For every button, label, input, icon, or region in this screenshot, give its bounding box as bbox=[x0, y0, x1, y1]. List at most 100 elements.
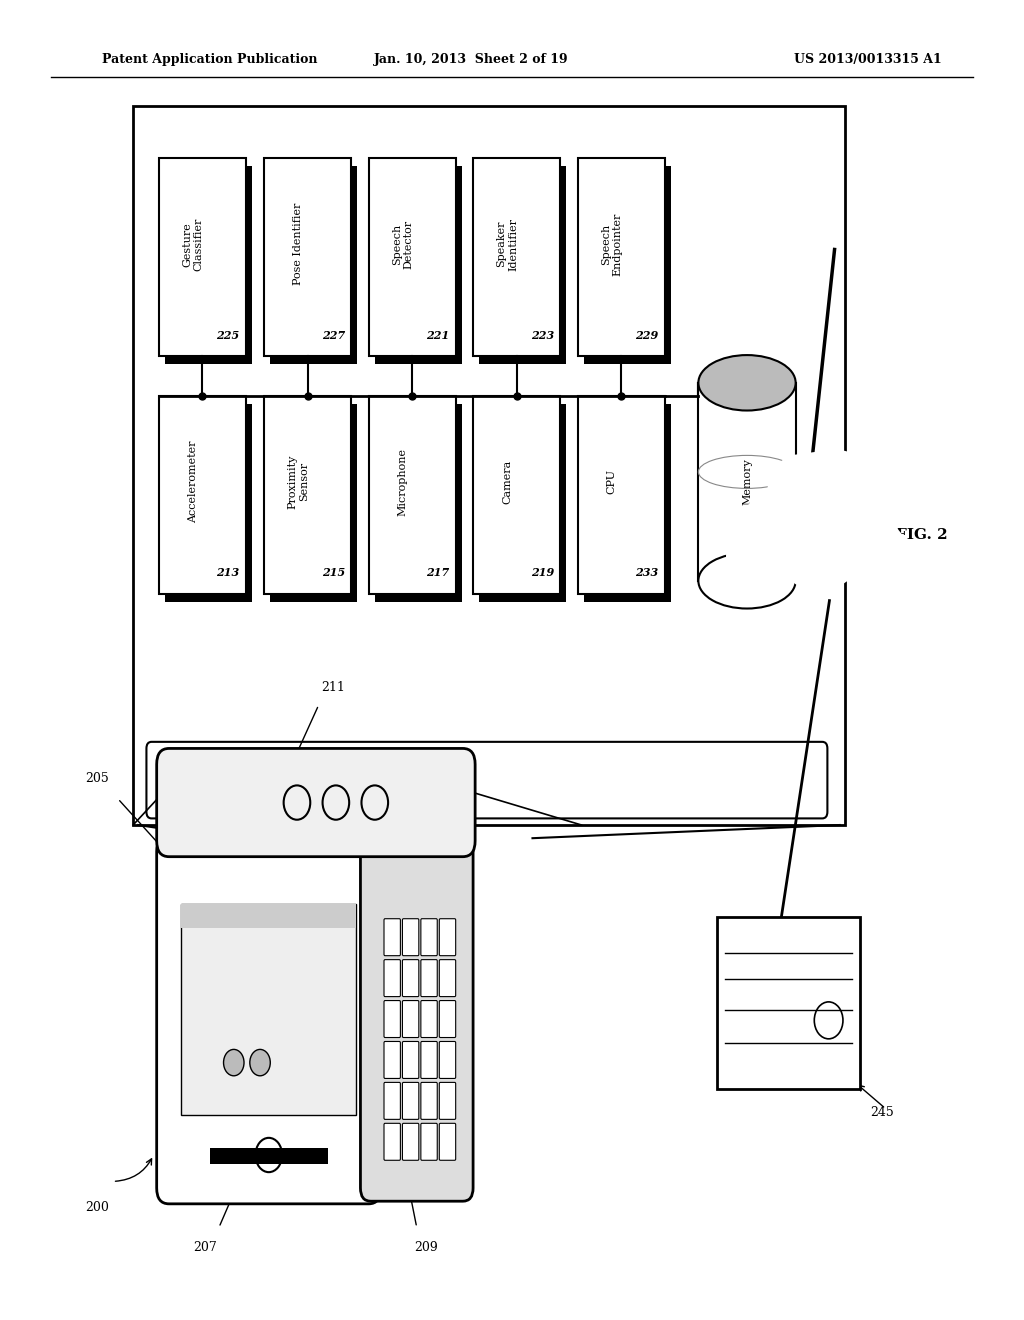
FancyBboxPatch shape bbox=[270, 404, 357, 602]
FancyBboxPatch shape bbox=[402, 919, 419, 956]
FancyBboxPatch shape bbox=[210, 1148, 328, 1164]
FancyBboxPatch shape bbox=[159, 158, 246, 356]
Text: Slap Shot Redux: Slap Shot Redux bbox=[251, 957, 315, 965]
FancyBboxPatch shape bbox=[578, 158, 665, 356]
Circle shape bbox=[223, 1049, 244, 1076]
Circle shape bbox=[250, 1049, 270, 1076]
Text: 209: 209 bbox=[414, 1241, 438, 1254]
Ellipse shape bbox=[698, 355, 796, 411]
Circle shape bbox=[854, 523, 907, 591]
FancyBboxPatch shape bbox=[384, 1082, 400, 1119]
FancyBboxPatch shape bbox=[421, 1041, 437, 1078]
Text: FIG. 2: FIG. 2 bbox=[896, 528, 947, 541]
FancyBboxPatch shape bbox=[165, 404, 252, 602]
FancyBboxPatch shape bbox=[159, 396, 246, 594]
FancyBboxPatch shape bbox=[421, 1123, 437, 1160]
Text: Were the Hanson
Brothers fact or fiction?: Were the Hanson Brothers fact or fiction… bbox=[245, 987, 321, 998]
FancyBboxPatch shape bbox=[360, 838, 473, 1201]
FancyBboxPatch shape bbox=[369, 158, 456, 356]
Text: 229: 229 bbox=[635, 330, 658, 341]
FancyBboxPatch shape bbox=[384, 1041, 400, 1078]
Text: Internet: Internet bbox=[794, 521, 845, 535]
FancyBboxPatch shape bbox=[584, 404, 671, 602]
Text: Microphone: Microphone bbox=[398, 447, 408, 516]
FancyBboxPatch shape bbox=[439, 1041, 456, 1078]
Text: ESPN: ESPN bbox=[196, 998, 244, 1012]
Text: Jan. 10, 2013  Sheet 2 of 19: Jan. 10, 2013 Sheet 2 of 19 bbox=[374, 53, 568, 66]
FancyBboxPatch shape bbox=[264, 396, 351, 594]
Text: 225: 225 bbox=[216, 330, 240, 341]
Text: 231: 231 bbox=[769, 557, 793, 568]
Ellipse shape bbox=[698, 553, 796, 609]
Text: 200: 200 bbox=[85, 1201, 110, 1214]
FancyBboxPatch shape bbox=[384, 919, 400, 956]
Text: Memory: Memory bbox=[742, 458, 752, 506]
FancyBboxPatch shape bbox=[384, 1001, 400, 1038]
Text: 227: 227 bbox=[322, 330, 345, 341]
FancyBboxPatch shape bbox=[584, 166, 671, 364]
FancyBboxPatch shape bbox=[439, 919, 456, 956]
FancyBboxPatch shape bbox=[421, 960, 437, 997]
FancyBboxPatch shape bbox=[181, 904, 356, 1115]
FancyBboxPatch shape bbox=[439, 1001, 456, 1038]
Text: Gesture
Classifier: Gesture Classifier bbox=[182, 218, 204, 271]
Text: 223: 223 bbox=[530, 330, 554, 341]
Text: 207: 207 bbox=[194, 1241, 217, 1254]
FancyBboxPatch shape bbox=[698, 383, 796, 581]
Text: 213: 213 bbox=[216, 568, 240, 578]
Text: 245: 245 bbox=[870, 1106, 894, 1119]
FancyBboxPatch shape bbox=[375, 404, 462, 602]
FancyBboxPatch shape bbox=[375, 166, 462, 364]
FancyBboxPatch shape bbox=[479, 404, 566, 602]
FancyBboxPatch shape bbox=[157, 836, 381, 1204]
Text: US 2013/0013315 A1: US 2013/0013315 A1 bbox=[795, 53, 942, 66]
Text: Camera: Camera bbox=[503, 459, 512, 504]
FancyBboxPatch shape bbox=[402, 1041, 419, 1078]
FancyBboxPatch shape bbox=[402, 960, 419, 997]
FancyBboxPatch shape bbox=[133, 106, 845, 825]
Text: Accelerometer: Accelerometer bbox=[188, 441, 198, 523]
FancyBboxPatch shape bbox=[439, 960, 456, 997]
FancyBboxPatch shape bbox=[146, 742, 827, 818]
Text: 217: 217 bbox=[426, 568, 450, 578]
FancyBboxPatch shape bbox=[479, 166, 566, 364]
FancyBboxPatch shape bbox=[717, 917, 860, 1089]
Text: Proximity
Sensor: Proximity Sensor bbox=[288, 454, 309, 510]
Text: 221: 221 bbox=[426, 330, 450, 341]
Text: 219: 219 bbox=[530, 568, 554, 578]
FancyBboxPatch shape bbox=[402, 1123, 419, 1160]
Text: Patent Application Publication: Patent Application Publication bbox=[102, 53, 317, 66]
FancyBboxPatch shape bbox=[421, 1001, 437, 1038]
FancyBboxPatch shape bbox=[421, 919, 437, 956]
Circle shape bbox=[806, 451, 873, 539]
Text: 211: 211 bbox=[321, 681, 345, 694]
Circle shape bbox=[823, 487, 897, 582]
Circle shape bbox=[727, 520, 784, 594]
FancyBboxPatch shape bbox=[473, 158, 560, 356]
FancyBboxPatch shape bbox=[473, 396, 560, 594]
FancyBboxPatch shape bbox=[402, 1082, 419, 1119]
FancyBboxPatch shape bbox=[384, 960, 400, 997]
Text: Speaker
Identifier: Speaker Identifier bbox=[497, 218, 518, 271]
FancyBboxPatch shape bbox=[165, 166, 252, 364]
FancyBboxPatch shape bbox=[402, 1001, 419, 1038]
Circle shape bbox=[741, 487, 815, 582]
Text: Speech
Detector: Speech Detector bbox=[392, 219, 414, 269]
Text: 240: 240 bbox=[821, 558, 848, 572]
Text: - n t e r f a c e: - n t e r f a c e bbox=[254, 774, 353, 787]
Text: 235: 235 bbox=[165, 775, 186, 785]
Text: CPU: CPU bbox=[607, 470, 616, 494]
Text: Pose Identifier: Pose Identifier bbox=[294, 203, 303, 285]
FancyBboxPatch shape bbox=[157, 748, 475, 857]
Text: 205: 205 bbox=[85, 772, 110, 785]
FancyBboxPatch shape bbox=[421, 1082, 437, 1119]
Text: Speech
Endpointer: Speech Endpointer bbox=[601, 213, 623, 276]
Text: 215: 215 bbox=[322, 568, 345, 578]
FancyBboxPatch shape bbox=[439, 1082, 456, 1119]
FancyBboxPatch shape bbox=[264, 158, 351, 356]
Circle shape bbox=[768, 455, 829, 535]
FancyBboxPatch shape bbox=[578, 396, 665, 594]
Text: 233: 233 bbox=[635, 568, 658, 578]
FancyBboxPatch shape bbox=[439, 1123, 456, 1160]
FancyBboxPatch shape bbox=[369, 396, 456, 594]
